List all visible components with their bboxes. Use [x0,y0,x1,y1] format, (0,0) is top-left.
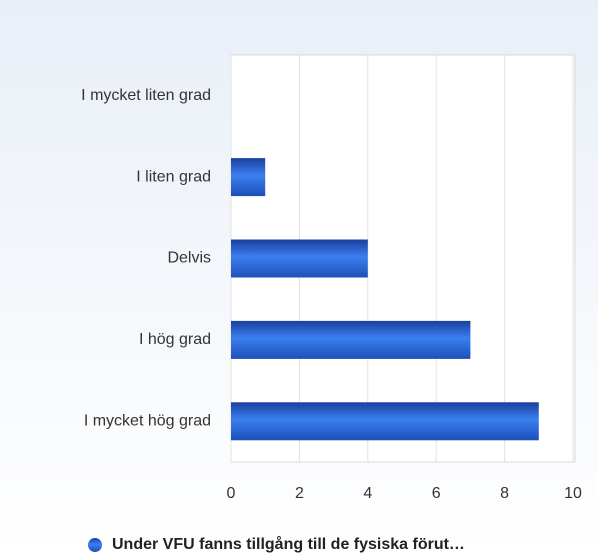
legend-label[interactable]: Under VFU fanns tillgång till de fysiska… [112,535,465,553]
bar [231,158,266,197]
bar [231,402,539,441]
bar [231,239,368,278]
y-tick-label: I liten grad [136,168,211,185]
y-tick-label: I hög grad [139,331,211,348]
x-tick-label: 4 [363,485,372,502]
x-tick-label: 0 [227,485,236,502]
y-tick-label: I mycket liten grad [81,87,211,104]
x-tick-label: 8 [500,485,509,502]
x-tick-label: 10 [564,485,582,502]
y-tick-label: Delvis [167,250,211,267]
legend-marker [88,538,102,552]
x-tick-label: 6 [432,485,441,502]
bar [231,320,471,359]
x-tick-label: 2 [295,485,304,502]
y-tick-label: I mycket hög grad [84,413,211,430]
